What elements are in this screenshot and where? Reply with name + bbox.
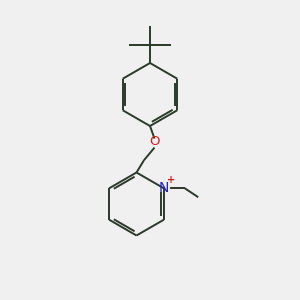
Text: O: O xyxy=(149,135,160,148)
Text: N: N xyxy=(159,181,169,195)
Text: +: + xyxy=(167,175,175,185)
